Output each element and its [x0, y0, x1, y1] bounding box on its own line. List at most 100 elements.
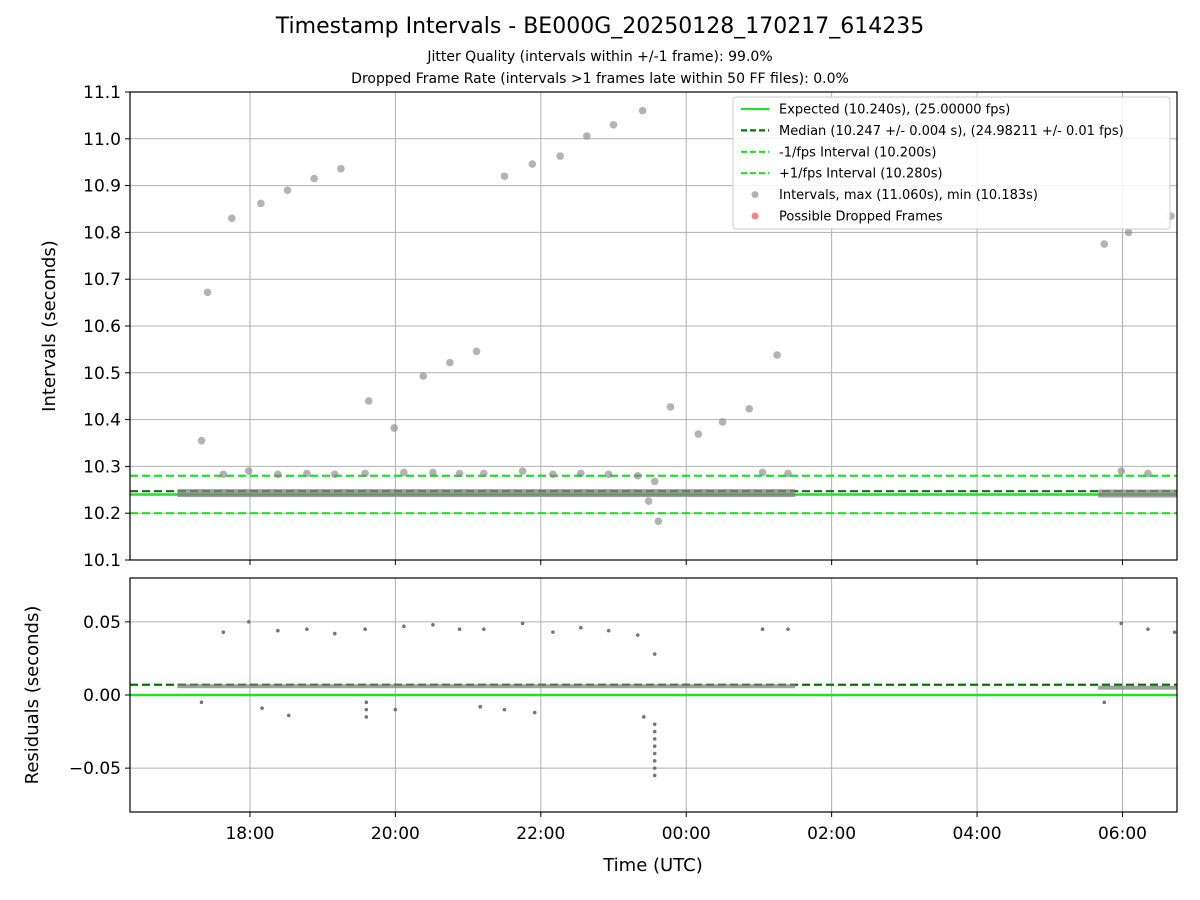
legend-label: Possible Dropped Frames	[779, 210, 943, 225]
interval-cluster	[177, 489, 796, 498]
residual-point	[532, 710, 537, 715]
residual-point	[642, 715, 646, 719]
interval-point	[583, 132, 591, 140]
residual-point	[502, 707, 507, 712]
interval-point	[303, 469, 311, 478]
interval-point	[1117, 467, 1126, 475]
residual-point	[786, 627, 790, 631]
interval-point	[773, 351, 781, 359]
residual-point	[364, 715, 369, 719]
y-tick-label: 10.9	[83, 177, 121, 197]
interval-point	[446, 358, 454, 367]
interval-point	[330, 470, 339, 479]
residual-point	[393, 707, 398, 712]
y-tick-label: 10.1	[83, 551, 121, 571]
residual-point	[260, 706, 264, 710]
interval-point	[364, 397, 373, 405]
y-tick-label: 10.4	[83, 411, 121, 431]
chart-subtitle-dropped: Dropped Frame Rate (intervals >1 frames …	[351, 71, 849, 87]
residual-point	[478, 704, 483, 709]
residual-point	[402, 624, 406, 629]
y-tick-label: 10.5	[83, 364, 121, 384]
legend-label: +1/fps Interval (10.280s)	[779, 167, 943, 182]
legend-box	[732, 96, 1171, 230]
interval-point	[745, 405, 754, 413]
interval-point	[219, 470, 228, 479]
residual-point	[199, 700, 204, 705]
interval-point	[1100, 240, 1109, 248]
interval-point	[429, 468, 437, 477]
interval-point	[758, 468, 767, 477]
residual-point	[652, 744, 657, 748]
interval-point	[556, 152, 564, 160]
interval-point	[654, 517, 663, 525]
interval-point	[666, 403, 675, 411]
x-tick-label: 02:00	[807, 824, 856, 844]
residual-point	[652, 737, 657, 741]
interval-point	[390, 424, 398, 432]
residual-point	[305, 627, 309, 631]
residual-point	[551, 630, 555, 634]
interval-point	[633, 471, 642, 480]
residual-point	[652, 773, 657, 778]
legend-label: -1/fps Interval (10.200s)	[779, 145, 936, 160]
legend-marker	[751, 191, 759, 199]
interval-point	[694, 430, 703, 438]
x-tick-label: 22:00	[516, 824, 565, 844]
residual-point	[652, 751, 657, 756]
x-tick-label: 06:00	[1098, 824, 1147, 844]
residual-point	[652, 729, 657, 734]
residual-point	[520, 621, 525, 626]
residual-point	[652, 766, 657, 770]
interval-point	[337, 164, 345, 173]
interval-point	[203, 288, 212, 297]
residual-point	[482, 627, 486, 631]
legend-marker	[751, 212, 759, 220]
residual-point	[332, 631, 337, 636]
x-tick-label: 00:00	[662, 824, 711, 844]
interval-point	[244, 467, 253, 475]
residual-point	[652, 722, 657, 727]
interval-point	[1124, 228, 1133, 237]
interval-point	[518, 467, 527, 475]
chart-subtitle-jitter: Jitter Quality (intervals within +/-1 fr…	[427, 49, 773, 65]
residual-point	[652, 759, 657, 763]
y-axis-label-residuals: Residuals (seconds)	[22, 606, 43, 785]
interval-point	[472, 347, 481, 356]
residual-point	[286, 713, 291, 718]
residual-point	[363, 627, 367, 631]
y-tick-label: 0.00	[83, 686, 121, 706]
interval-cluster	[1098, 489, 1177, 498]
interval-point	[274, 470, 282, 479]
interval-point	[528, 160, 537, 168]
interval-point	[400, 468, 408, 477]
interval-point	[310, 174, 318, 183]
residual-point	[652, 652, 657, 656]
chart-title: Timestamp Intervals - BE000G_20250128_17…	[275, 14, 925, 39]
residual-cluster	[1098, 685, 1177, 690]
interval-point	[1144, 469, 1152, 478]
x-tick-label: 04:00	[953, 824, 1002, 844]
residual-point	[457, 627, 462, 631]
residual-point	[246, 620, 251, 624]
residual-point	[606, 628, 611, 633]
interval-point	[283, 186, 292, 195]
interval-point	[549, 470, 557, 479]
residual-point	[431, 623, 435, 627]
interval-point	[650, 477, 659, 486]
residual-point	[635, 633, 640, 637]
y-tick-label: 10.3	[83, 457, 121, 477]
interval-point	[500, 172, 509, 181]
interval-point	[784, 469, 792, 478]
residual-point	[1146, 627, 1150, 631]
interval-point	[604, 470, 613, 479]
interval-point	[197, 436, 206, 445]
interval-point	[644, 497, 653, 505]
y-axis-label-intervals: Intervals (seconds)	[39, 240, 60, 412]
y-tick-label: 0.05	[83, 613, 121, 633]
interval-point	[576, 469, 585, 478]
residual-point	[578, 625, 583, 630]
y-tick-label: 10.6	[83, 317, 121, 337]
legend-label: Intervals, max (11.060s), min (10.183s)	[779, 188, 1038, 203]
y-tick-label: 11.0	[83, 130, 121, 150]
